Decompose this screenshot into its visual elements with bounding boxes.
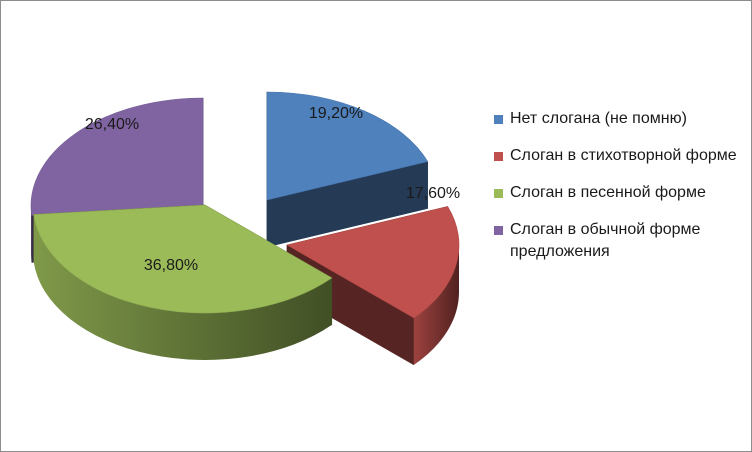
- legend-item-sentence: Слоган в обычной форме предложения: [494, 219, 746, 263]
- data-label: 36,80%: [144, 257, 198, 274]
- data-label: 26,40%: [85, 116, 139, 133]
- legend: Нет слогана (не помню) Слоган в стихотво…: [494, 108, 746, 278]
- pie-slice: [266, 91, 429, 248]
- data-label: 17,60%: [406, 185, 460, 202]
- legend-swatch: [494, 152, 503, 161]
- legend-swatch: [494, 115, 503, 124]
- legend-item-song: Слоган в песенной форме: [494, 182, 746, 204]
- legend-item-no-slogan: Нет слогана (не помню): [494, 108, 746, 130]
- legend-label: Нет слогана (не помню): [510, 110, 687, 127]
- data-label: 19,20%: [309, 105, 363, 122]
- legend-label: Слоган в стихотворной форме: [510, 147, 737, 164]
- legend-swatch: [494, 189, 503, 198]
- legend-label: Слоган в обычной форме предложения: [510, 221, 701, 260]
- pie-slice: [33, 204, 333, 361]
- legend-swatch: [494, 226, 503, 235]
- legend-label: Слоган в песенной форме: [510, 184, 706, 201]
- legend-item-verse: Слоган в стихотворной форме: [494, 145, 746, 167]
